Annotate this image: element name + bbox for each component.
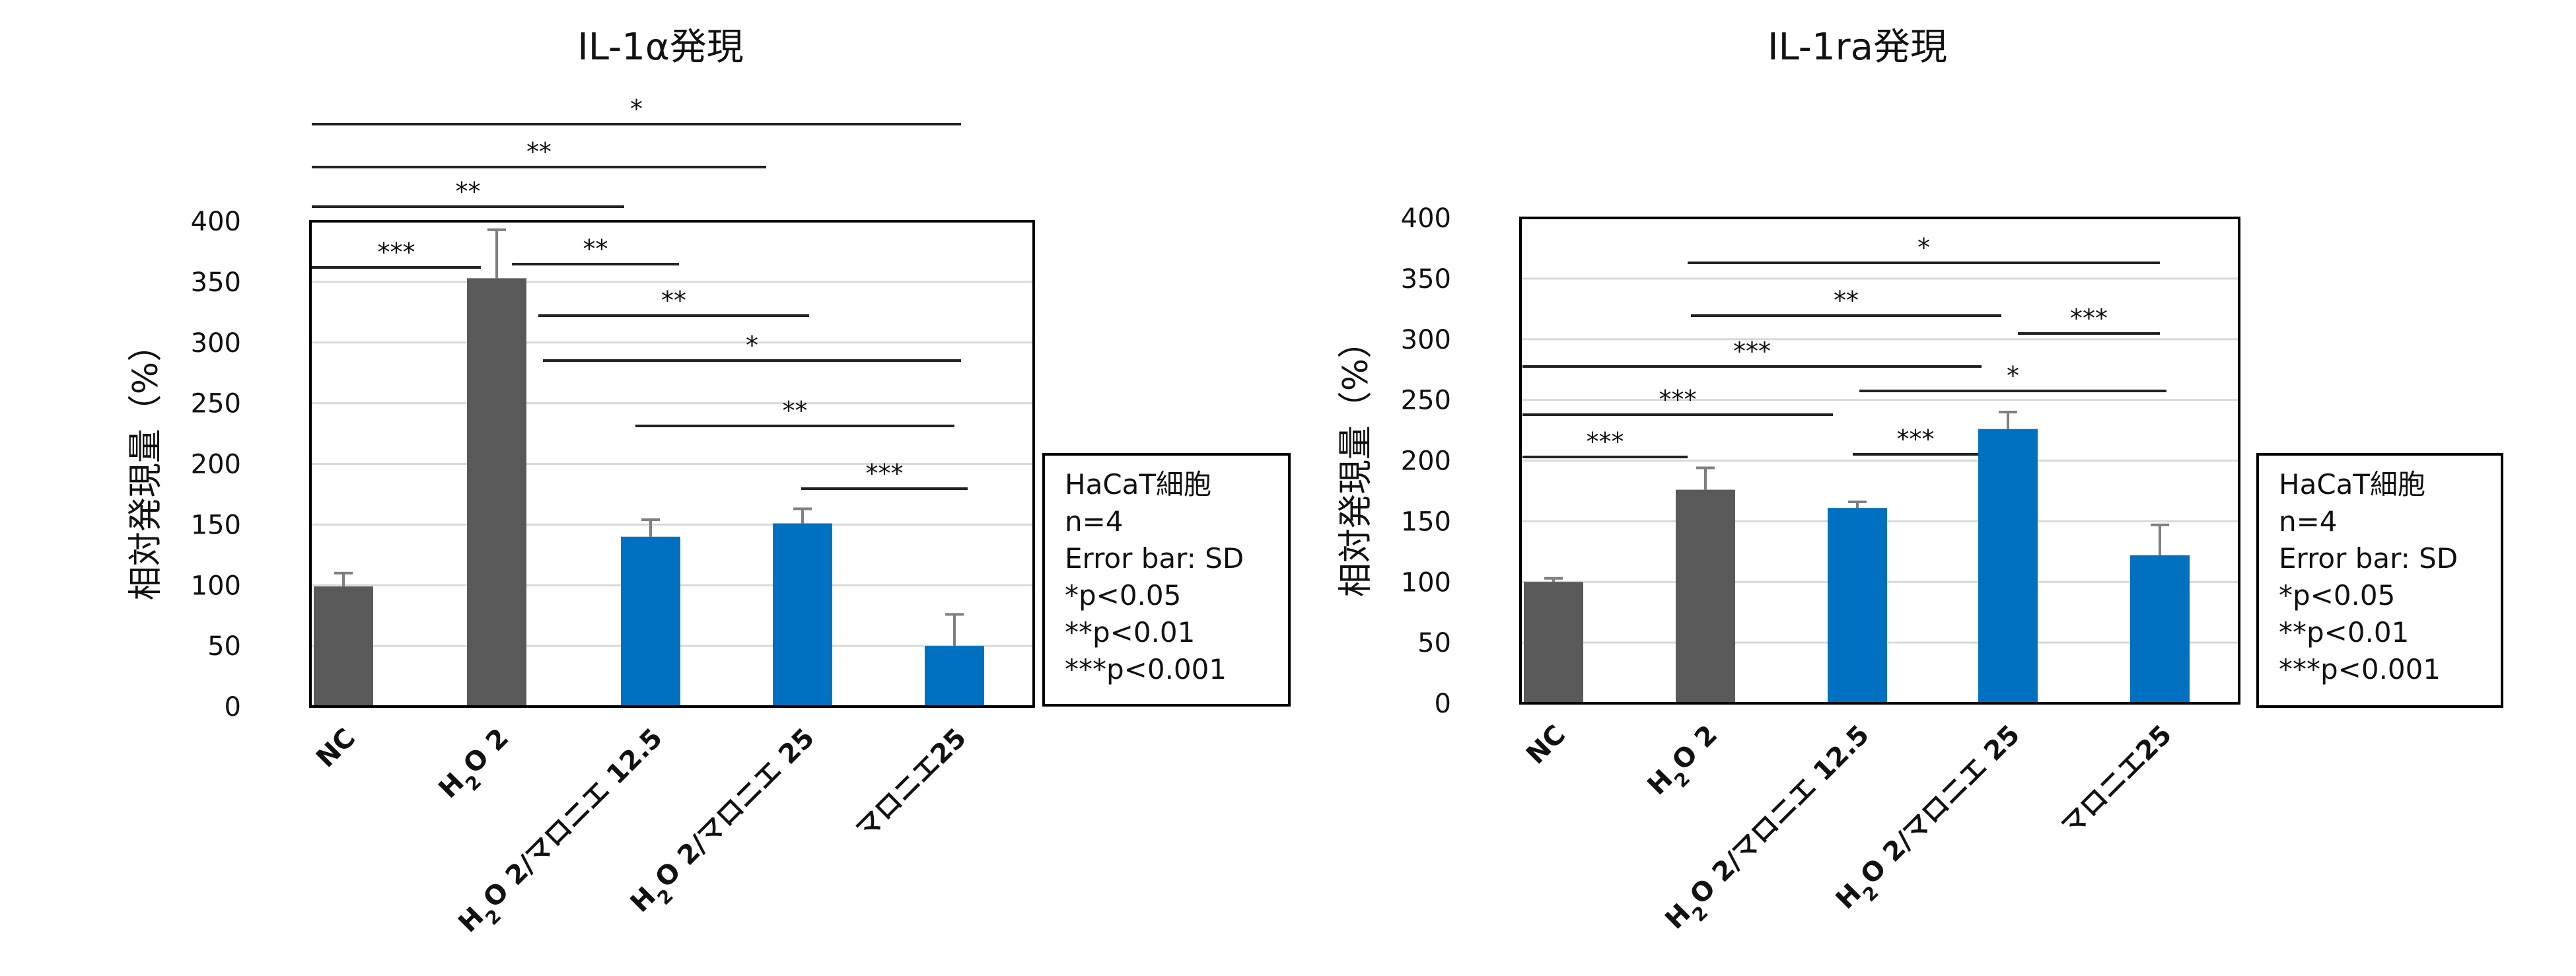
plot-area-frame bbox=[1519, 217, 2240, 705]
y-tick-label: 350 bbox=[1401, 264, 1451, 295]
significance-label: ** bbox=[661, 286, 686, 315]
legend-line: ***p<0.001 bbox=[1065, 653, 1227, 685]
y-tick-label: 250 bbox=[191, 389, 241, 419]
legend-line: n=4 bbox=[2279, 505, 2338, 538]
y-tick-label: 300 bbox=[1401, 325, 1451, 355]
significance-label: ** bbox=[1834, 286, 1859, 315]
significance-label: *** bbox=[1587, 427, 1624, 456]
significance-label: *** bbox=[378, 238, 415, 267]
bar bbox=[1828, 508, 1887, 703]
significance-label: *** bbox=[1733, 337, 1771, 366]
significance-label: ** bbox=[783, 396, 808, 425]
plot-area-frame bbox=[309, 220, 1035, 708]
y-tick-label: 50 bbox=[1417, 628, 1451, 658]
legend-line: *p<0.05 bbox=[1065, 579, 1181, 611]
legend-line: n=4 bbox=[1065, 505, 1124, 538]
legend-box bbox=[2256, 453, 2503, 708]
x-category-label: マロニエ25 bbox=[850, 723, 972, 845]
y-tick-label: 300 bbox=[191, 328, 241, 359]
significance-label: * bbox=[630, 94, 643, 123]
bar bbox=[314, 586, 373, 707]
legend-line: **p<0.01 bbox=[1065, 616, 1195, 648]
legend-box bbox=[1042, 453, 1291, 707]
x-category-label: H2O 2 bbox=[433, 723, 521, 811]
chart-title: IL-1ra発現 bbox=[1768, 26, 1947, 69]
y-tick-label: 400 bbox=[1401, 203, 1451, 234]
significance-label: *** bbox=[2070, 304, 2108, 333]
legend-line: Error bar: SD bbox=[1065, 542, 1244, 575]
significance-label: *** bbox=[866, 459, 904, 488]
chart-title: IL-1α発現 bbox=[577, 26, 743, 69]
legend-line: HaCaT細胞 bbox=[1065, 468, 1211, 501]
bar bbox=[1978, 429, 2038, 703]
legend-line: **p<0.01 bbox=[2279, 616, 2409, 648]
x-category-label: NC bbox=[1521, 720, 1571, 771]
legend-line: *p<0.05 bbox=[2279, 579, 2395, 611]
significance-label: * bbox=[1917, 233, 1930, 262]
bar bbox=[773, 523, 832, 707]
y-axis-label: 相対発現量（%） bbox=[1336, 324, 1376, 597]
legend-line: HaCaT細胞 bbox=[2279, 468, 2425, 501]
x-category-label: H2O 2 bbox=[1642, 720, 1730, 808]
y-tick-label: 200 bbox=[191, 450, 241, 480]
significance-label: ** bbox=[456, 177, 481, 206]
significance-label: *** bbox=[1897, 425, 1935, 454]
y-tick-label: 0 bbox=[225, 692, 241, 722]
significance-label: ** bbox=[583, 234, 608, 263]
y-tick-label: 250 bbox=[1401, 386, 1451, 416]
significance-label: ** bbox=[526, 137, 552, 166]
bar bbox=[467, 278, 526, 707]
legend-line: Error bar: SD bbox=[2279, 542, 2458, 575]
y-tick-label: 100 bbox=[191, 571, 241, 601]
bar bbox=[2130, 555, 2190, 703]
y-tick-label: 150 bbox=[191, 510, 241, 540]
y-axis-label: 相対発現量（%） bbox=[126, 328, 166, 600]
y-tick-label: 150 bbox=[1401, 506, 1451, 537]
y-tick-label: 200 bbox=[1401, 446, 1451, 477]
bar bbox=[621, 536, 680, 707]
y-tick-label: 50 bbox=[207, 631, 241, 662]
significance-label: * bbox=[746, 331, 758, 360]
bar bbox=[1676, 489, 1735, 703]
legend-line: ***p<0.001 bbox=[2279, 653, 2441, 685]
bar bbox=[925, 646, 984, 707]
y-tick-label: 350 bbox=[191, 267, 241, 298]
y-tick-label: 400 bbox=[191, 207, 241, 237]
y-tick-label: 0 bbox=[1435, 689, 1451, 719]
y-tick-label: 100 bbox=[1401, 567, 1451, 598]
bar bbox=[1524, 582, 1583, 703]
significance-label: * bbox=[2007, 361, 2019, 390]
significance-label: *** bbox=[1659, 385, 1697, 414]
x-category-label: マロニエ25 bbox=[2056, 720, 2178, 842]
x-category-label: NC bbox=[310, 723, 361, 774]
